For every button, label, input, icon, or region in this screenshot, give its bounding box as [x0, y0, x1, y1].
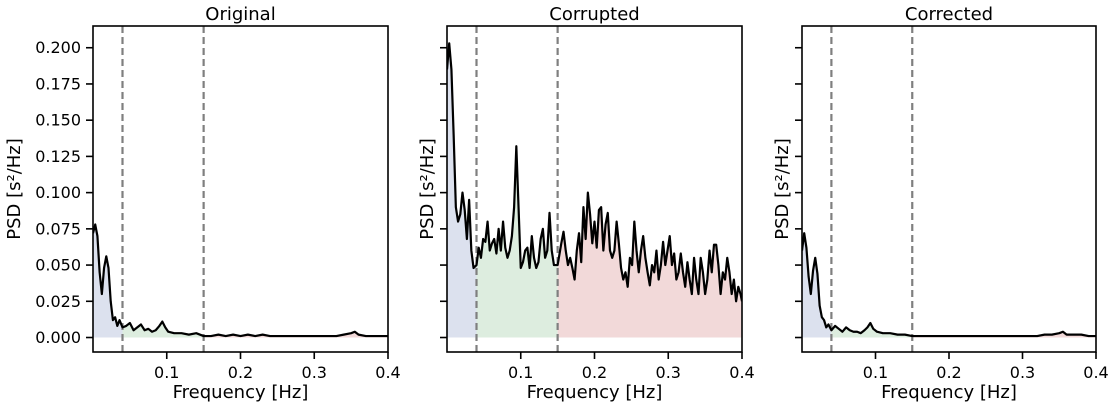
x-tick-label: 0.3 — [302, 363, 327, 382]
x-axis-label: Frequency [Hz] — [527, 382, 663, 403]
axes-frame — [801, 25, 1097, 353]
x-axis-label: Frequency [Hz] — [173, 382, 309, 403]
y-tick-label: 0.175 — [35, 74, 81, 93]
x-tick-label: 0.1 — [508, 363, 533, 382]
x-tick-label: 0.4 — [729, 363, 754, 382]
y-axis-label: PSD [s²/Hz] — [772, 138, 793, 240]
y-axis-label: PSD [s²/Hz] — [417, 138, 438, 240]
psd-line — [447, 42, 742, 303]
band-fill-0 — [447, 43, 477, 338]
band-fill-1 — [122, 321, 204, 338]
y-tick-label: 0.150 — [35, 111, 81, 130]
y-tick-label: 0.025 — [35, 292, 81, 311]
panel-title: Original — [205, 4, 275, 25]
x-tick-label: 0.4 — [375, 363, 400, 382]
band-fill-2 — [557, 192, 742, 338]
x-tick-label: 0.2 — [228, 363, 253, 382]
psd-line — [802, 232, 1096, 338]
y-tick-label: 0.075 — [35, 219, 81, 238]
x-tick-label: 0.3 — [656, 363, 681, 382]
plot-area — [802, 26, 1096, 352]
band-fill-1 — [476, 146, 558, 338]
y-tick-label: 0.200 — [35, 38, 81, 57]
x-tick-label: 0.1 — [154, 363, 179, 382]
band-fill-0 — [93, 224, 123, 338]
y-axis-label: PSD [s²/Hz] — [4, 138, 25, 240]
panel-corrupted: 0.1 0.2 0.3 0.4 Corrupted Frequency [Hz] PSD [… — [417, 4, 755, 403]
x-tick-label: 0.2 — [936, 363, 961, 382]
y-tick-label: 0.000 — [35, 328, 81, 347]
panel-corrected: 0.1 0.2 0.3 0.4 Corrected Frequency [Hz] PSD [… — [772, 4, 1109, 403]
x-tick-label: 0.3 — [1010, 363, 1035, 382]
y-tick-label: 0.050 — [35, 256, 81, 275]
y-tick-label: 0.125 — [35, 147, 81, 166]
band-fill-0 — [802, 233, 832, 338]
plot-area — [447, 26, 742, 352]
x-tick-label: 0.2 — [582, 363, 607, 382]
x-tick-label: 0.4 — [1083, 363, 1108, 382]
axes-frame — [92, 25, 389, 353]
plot-area — [93, 26, 388, 352]
panel-original: 0.1 0.2 0.3 0.4 0.000 0.025 0.050 0.075 0.100 0.1… — [4, 4, 401, 403]
y-tick-label: 0.100 — [35, 183, 81, 202]
x-axis-label: Frequency [Hz] — [881, 382, 1017, 403]
x-tick-label: 0.1 — [863, 363, 888, 382]
panel-title: Corrupted — [549, 4, 639, 25]
panel-title: Corrected — [905, 4, 993, 25]
psd-line — [93, 223, 388, 338]
